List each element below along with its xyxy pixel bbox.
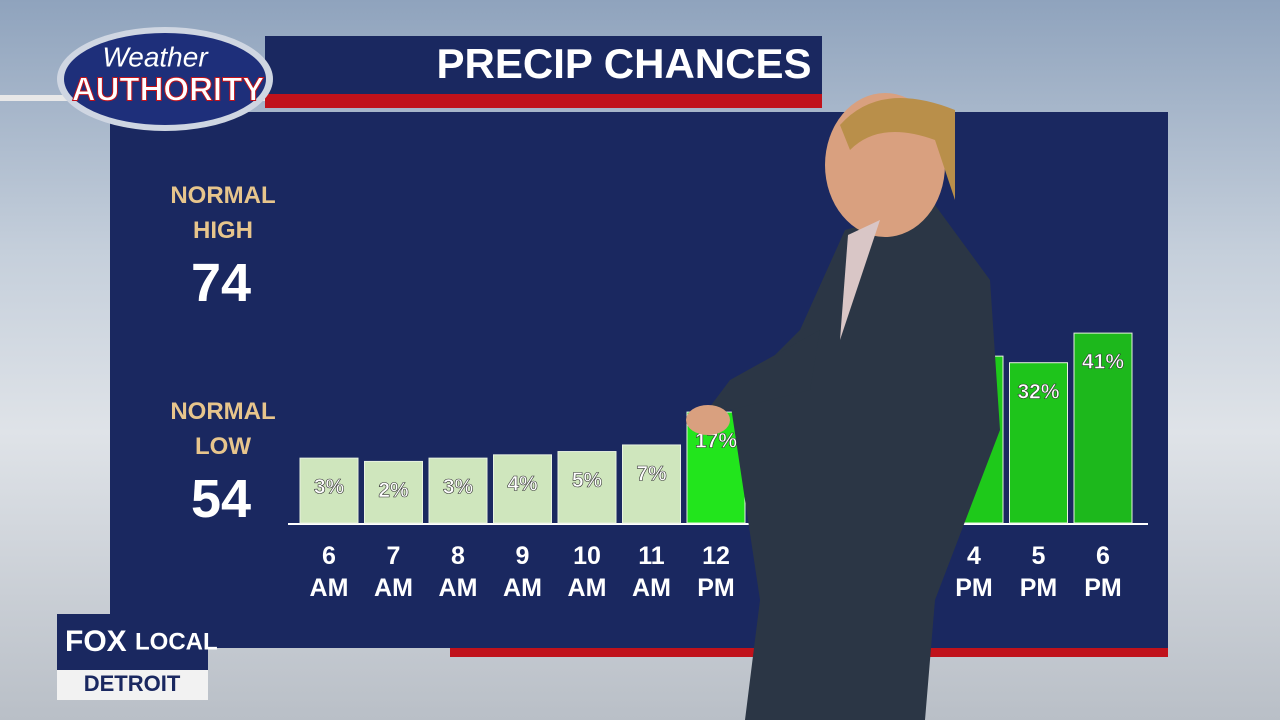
presenter-suit [730,205,1000,720]
logo-top: Weather [102,41,209,72]
logo [64,33,266,125]
normal-high-label: NORMAL HIGH [170,182,276,244]
x-tick-label: 8 AM [438,542,478,602]
data-label: 7% [636,463,667,486]
station-sub: LOCAL [135,628,218,655]
data-label: 3% [314,476,345,499]
x-tick-label: 12 PM [697,542,735,602]
data-label: 2% [378,479,409,502]
logo-bottom: AUTHORITY [72,71,265,108]
presenter-hair [840,98,955,200]
normal-high: 74 [190,253,252,313]
data-label: 5% [572,469,603,492]
bar [557,451,617,524]
normal-low-label: NORMAL LOW [170,398,276,460]
x-tick-label: 10 AM [567,542,607,602]
station-brand: FOX [65,625,127,658]
data-label: 41% [1082,351,1124,374]
data-label: 4% [507,472,538,495]
bar [428,457,488,524]
x-tick-label: 7 AM [374,542,413,602]
x-tick-label: 9 AM [503,542,542,602]
presenter-arm [700,330,820,420]
title-accent [265,94,822,108]
data-label: 17% [695,430,737,453]
data-label: 3% [443,476,474,499]
bar [1009,362,1068,524]
bar [299,457,359,524]
presenter-shirt [840,220,880,340]
chart-title: PRECIP CHANCES [437,40,812,87]
x-tick-label: 6 AM [309,542,349,602]
data-label: 32% [1017,380,1059,403]
bar [1073,332,1133,524]
bar [364,460,423,524]
presenter-hand [686,405,730,435]
bar [493,454,552,524]
x-tick-label: 4 PM [955,542,993,602]
normal-low: 54 [190,469,252,529]
bar [622,444,681,524]
title-bar [265,36,822,96]
x-tick-label: 5 PM [1019,542,1058,602]
x-tick-label: 11 AM [632,542,671,602]
station-box [57,614,208,670]
station-city-box [57,670,208,700]
station-city: DETROIT [84,671,181,696]
x-tick-label: 6 PM [1084,542,1122,602]
presenter [686,93,1000,720]
